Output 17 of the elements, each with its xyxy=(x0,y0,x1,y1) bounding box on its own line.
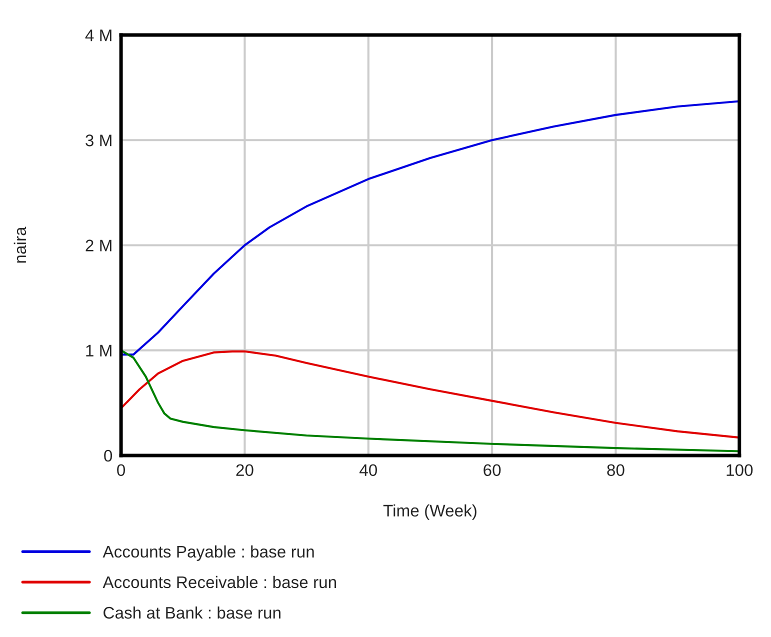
x-tick-label: 60 xyxy=(484,464,501,476)
y-tick-label: 3 M xyxy=(86,134,112,146)
y-tick-label: 2 M xyxy=(86,240,112,252)
line-series xyxy=(121,100,740,356)
x-tick-label: 0 xyxy=(117,464,126,476)
y-tick-label: 1 M xyxy=(86,344,112,356)
x-tick-label: 40 xyxy=(360,464,377,476)
x-axis-title: Time (Week) xyxy=(383,504,476,520)
legend-label: Cash at Bank : base run xyxy=(104,606,280,619)
y-axis-title: naira xyxy=(14,226,26,263)
x-tick-label: 80 xyxy=(607,464,624,476)
legend-label: Accounts Receivable : base run xyxy=(102,576,336,588)
y-tick-label: 0 xyxy=(104,450,112,462)
y-tick-label: 4 M xyxy=(85,30,112,42)
x-tick-label: 100 xyxy=(726,464,753,476)
legend-label: Accounts Payable : base run xyxy=(102,545,314,561)
x-tick-label: 20 xyxy=(236,464,254,476)
